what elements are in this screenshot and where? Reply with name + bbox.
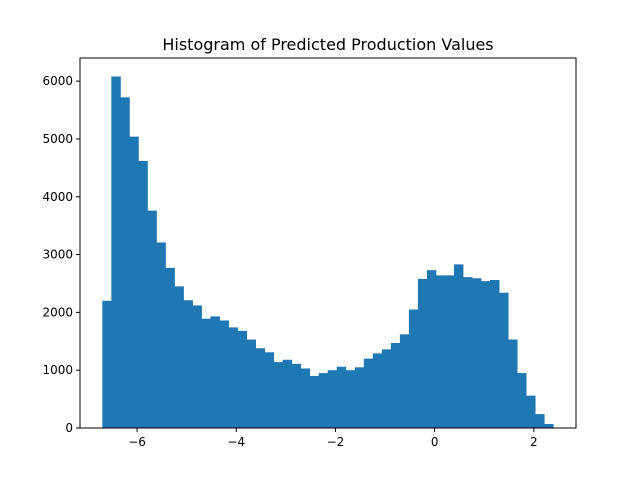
histogram-bar [336,366,347,428]
histogram-bar [472,278,482,428]
histogram-bar [318,373,329,428]
histogram-bar [129,136,139,429]
histogram-bar [526,395,536,429]
y-axis: 0 1000 2000 3000 4000 5000 6000 [42,74,80,435]
histogram-bar [210,316,220,428]
histogram-bar [354,367,365,428]
histogram-bar [544,423,554,428]
histogram-bar [228,327,238,428]
histogram-bar [399,334,410,428]
histogram-bar [291,363,302,428]
y-tick-label: 3000 [42,248,73,262]
histogram-bar [174,286,184,428]
histogram-bar [481,281,491,428]
histogram-bar [237,330,247,429]
histogram-bar [282,359,293,428]
chart-title: Histogram of Predicted Production Values [162,35,493,54]
histogram-bar [111,76,121,428]
plot-frame [79,57,577,429]
histogram-bar [183,300,193,428]
x-tick-label: −4 [227,435,245,449]
y-tick-label: 1000 [42,363,73,377]
histogram-bar [381,349,392,429]
histogram-bar [435,275,446,429]
histogram-bar [273,362,284,428]
histogram-bar [255,348,266,428]
histogram-bar [246,339,257,428]
histogram-bar [120,97,130,428]
histogram-bar [264,352,275,428]
y-tick-label: 5000 [42,132,73,146]
x-tick-label: −2 [327,435,345,449]
histogram-bar [390,343,401,428]
x-tick-label: −6 [128,435,146,449]
histogram-bar [327,370,338,428]
histogram-bar [508,339,518,428]
histogram-bar [156,242,166,428]
histogram-bar [300,368,311,428]
histogram-bar [309,375,320,428]
histogram-bar [444,275,455,429]
histogram-bar [426,270,437,428]
histogram-bar [201,318,211,428]
y-tick-label: 4000 [42,190,73,204]
histogram-bar [535,414,545,429]
histogram-bar [102,300,112,428]
histogram-bar [372,353,383,428]
histogram-bar [192,305,202,428]
y-tick-label: 0 [65,421,73,435]
histogram-bar [499,292,509,428]
histogram-bar [463,277,473,428]
histogram-bar [138,160,148,428]
histogram-bars [102,76,554,429]
histogram-bar [517,373,527,428]
y-tick-label: 6000 [42,74,73,88]
x-axis: −6 −4 −2 0 2 [128,428,538,449]
histogram-bar [165,267,175,428]
histogram-bar [453,264,464,428]
x-tick-label: 2 [530,435,538,449]
y-tick-label: 2000 [42,305,73,319]
histogram-bar [219,320,229,428]
histogram-bar [363,358,374,429]
histogram-bar [147,210,157,429]
histogram-bar [408,309,419,428]
histogram-bar [490,280,500,428]
histogram-bar [417,278,428,428]
x-tick-label: 0 [431,435,439,449]
histogram-bar [345,370,356,428]
